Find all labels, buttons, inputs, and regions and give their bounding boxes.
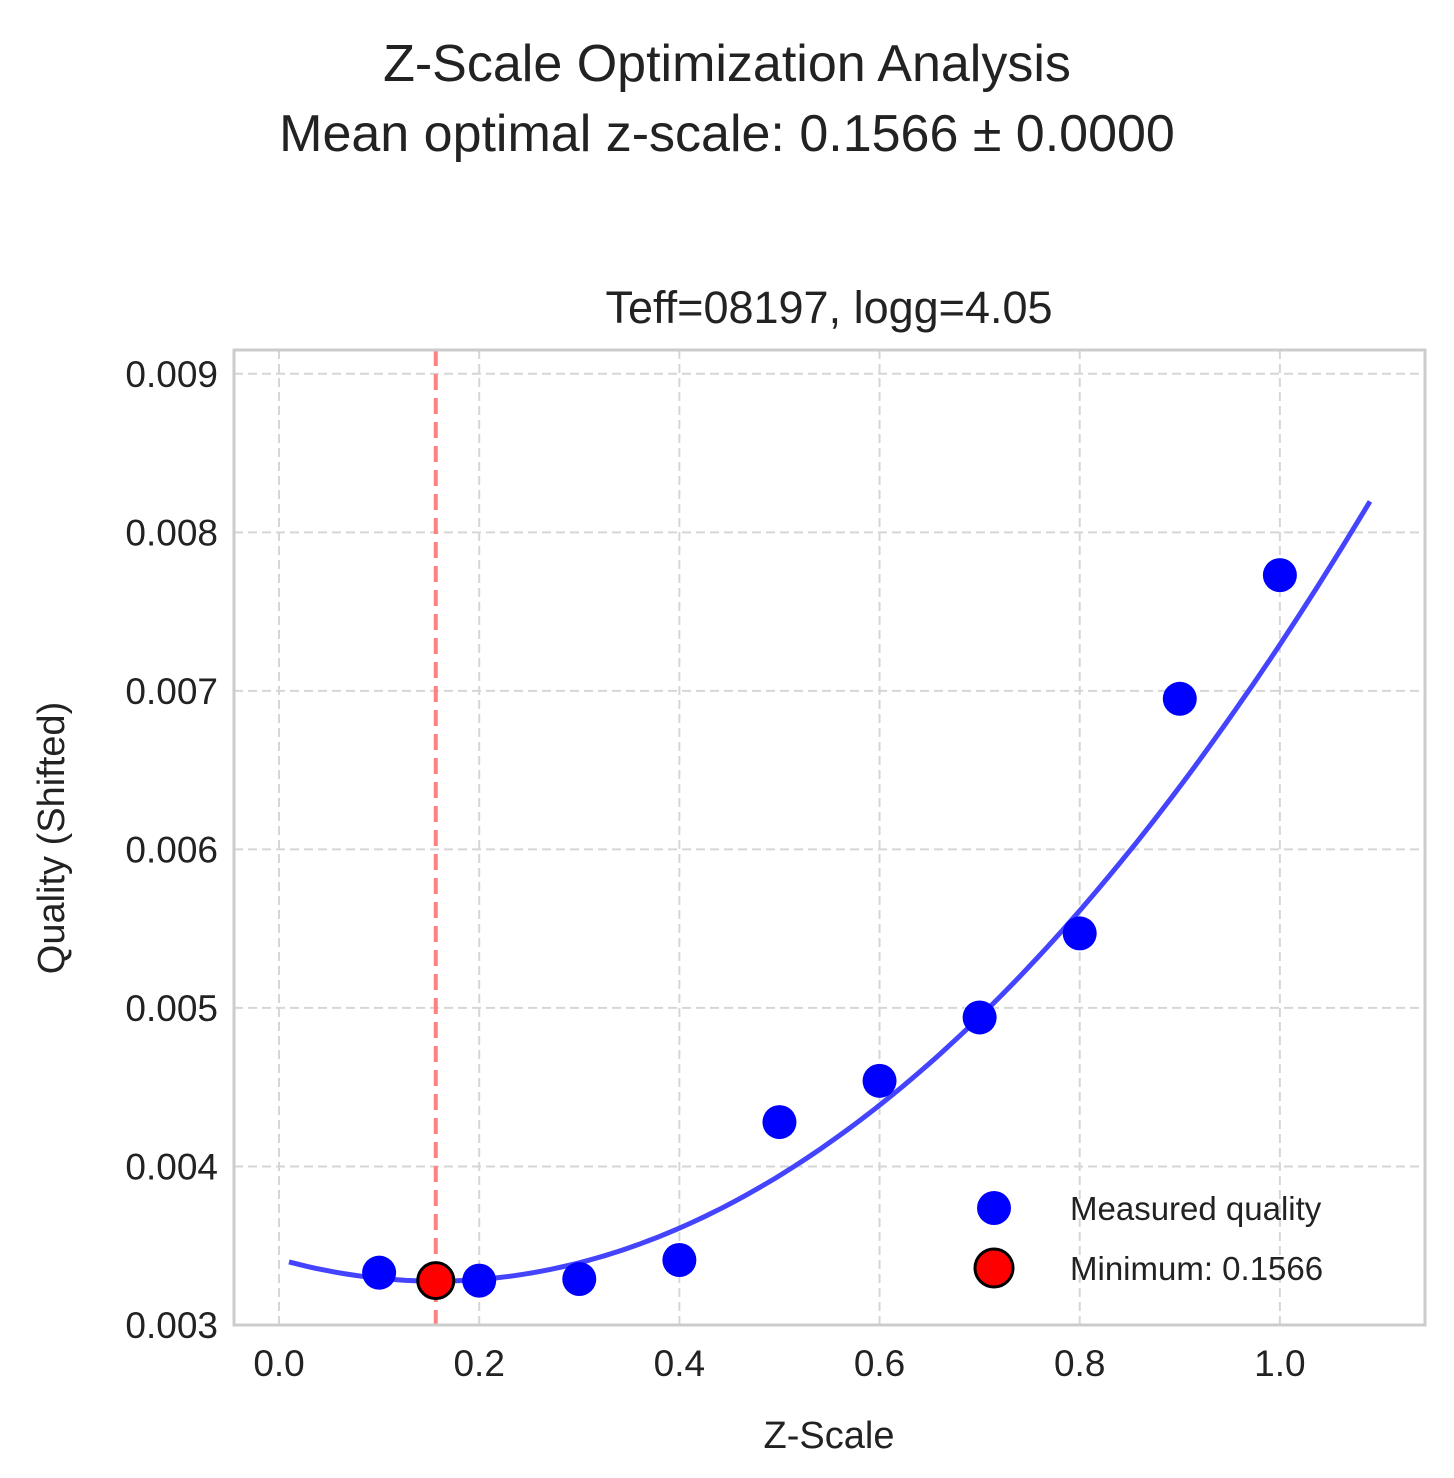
tick-labels: 0.0 0.2 0.4 0.6 0.8 1.0 0.003 0.004 0.005 0.006 0.…: [125, 354, 1305, 1384]
x-tick-label: 0.4: [654, 1343, 705, 1384]
measured-point: [462, 1263, 497, 1298]
measured-point: [662, 1243, 697, 1277]
y-tick-label: 0.008: [125, 512, 218, 553]
measured-point: [1062, 916, 1097, 951]
measured-point: [1262, 558, 1297, 593]
legend-marker: [973, 1247, 1015, 1289]
data-layer: [288, 350, 1373, 1325]
measured-point: [962, 1000, 997, 1035]
y-tick-label: 0.005: [125, 988, 218, 1029]
y-tick-label: 0.007: [125, 671, 218, 712]
legend-marker: [977, 1191, 1011, 1225]
measured-point: [562, 1262, 597, 1297]
measured-point: [362, 1255, 397, 1290]
frame-layer: [232, 348, 1427, 1327]
measured-point: [762, 1105, 797, 1140]
figure-suptitle-line1: Z-Scale Optimization Analysis: [383, 35, 1071, 93]
minimum-point: [416, 1261, 456, 1301]
x-tick-label: 0.8: [1054, 1343, 1105, 1384]
grid-layer: [234, 350, 1425, 1326]
x-axis-label: Z-Scale: [764, 1415, 895, 1457]
y-tick-label: 0.004: [125, 1146, 218, 1187]
x-tick-label: 0.6: [854, 1343, 905, 1384]
legend-label: Minimum: 0.1566: [1070, 1250, 1323, 1287]
plot-background: [234, 350, 1425, 1325]
measured-point: [1162, 681, 1197, 716]
y-axis-label: Quality (Shifted): [31, 702, 73, 974]
figure-suptitle-line2: Mean optimal z-scale: 0.1566 ± 0.0000: [279, 105, 1175, 163]
y-tick-label: 0.003: [125, 1305, 218, 1346]
plot-frame: [232, 348, 1427, 1327]
plot-title: Teff=08197, logg=4.05: [605, 282, 1052, 333]
x-tick-label: 1.0: [1254, 1343, 1305, 1384]
y-tick-label: 0.006: [125, 829, 218, 870]
x-tick-label: 0.2: [453, 1343, 504, 1384]
x-tick-label: 0.0: [253, 1343, 304, 1384]
measured-point: [862, 1063, 897, 1098]
y-tick-label: 0.009: [125, 354, 218, 395]
legend-label: Measured quality: [1070, 1190, 1322, 1227]
legend: Measured quality Minimum: 0.1566: [973, 1190, 1323, 1289]
